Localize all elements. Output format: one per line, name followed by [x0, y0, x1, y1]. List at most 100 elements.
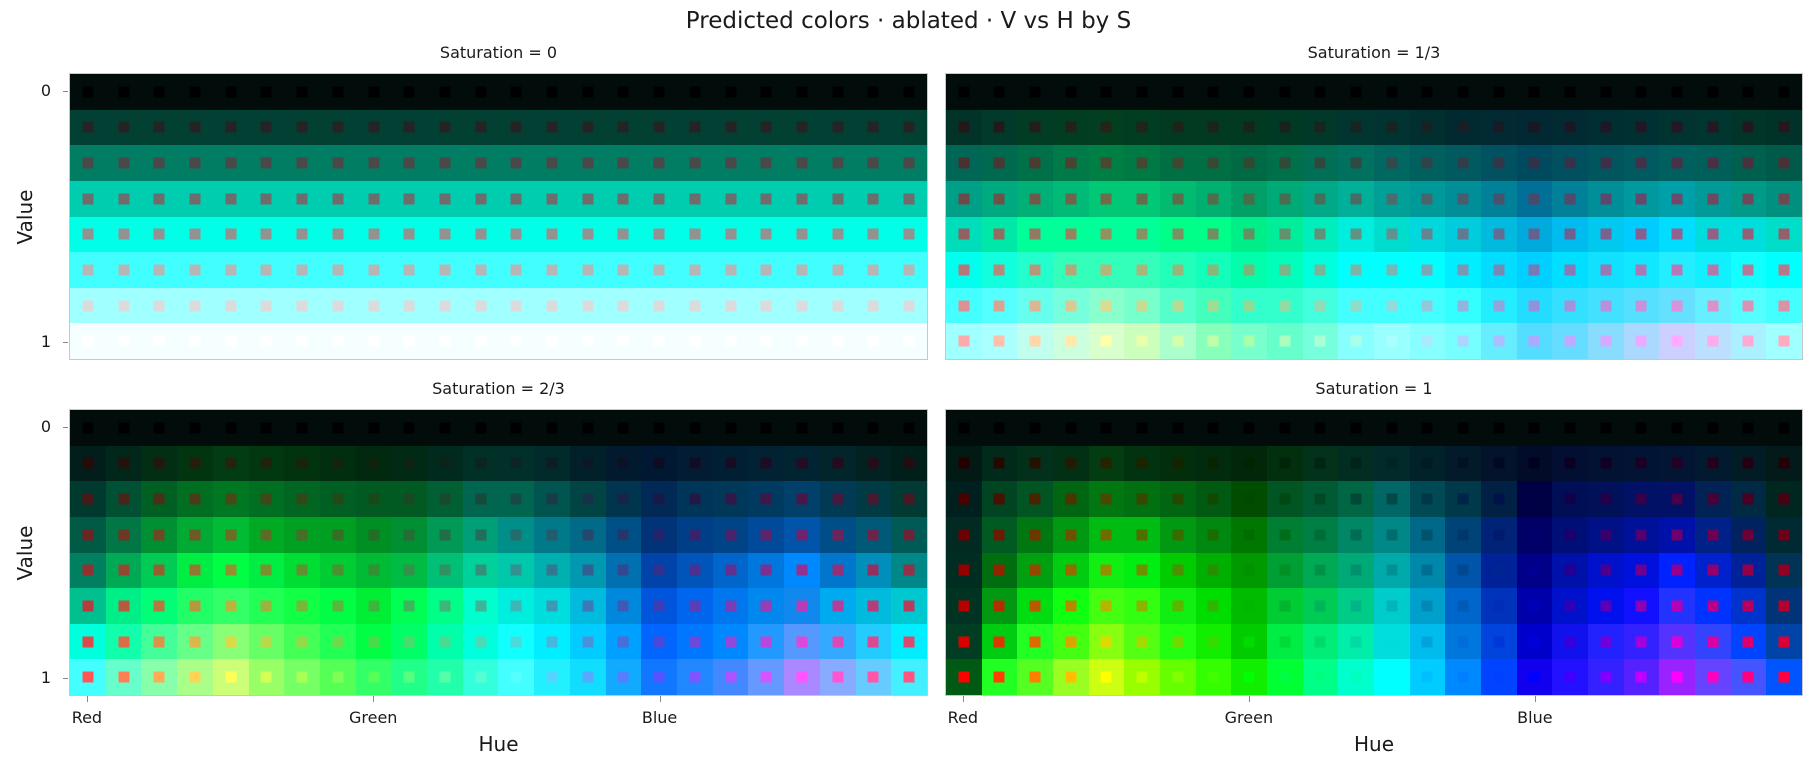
- heatmap-cell: [105, 180, 142, 217]
- heatmap-cell: [1195, 145, 1232, 181]
- true-color-swatch: [1172, 636, 1184, 648]
- heatmap-cell: [784, 552, 820, 589]
- heatmap-cell: [1516, 252, 1553, 288]
- heatmap-cell: [569, 588, 606, 624]
- true-color-swatch: [153, 493, 165, 505]
- heatmap-cell: [498, 481, 535, 517]
- true-color-swatch: [1528, 193, 1540, 205]
- true-color-swatch: [796, 529, 808, 541]
- true-color-swatch: [1314, 529, 1326, 541]
- true-color-swatch: [832, 529, 844, 541]
- heatmap-cell: [534, 623, 570, 660]
- heatmap-cell: [641, 287, 678, 324]
- heatmap-cell: [1088, 659, 1125, 695]
- true-color-swatch: [1350, 493, 1362, 505]
- heatmap-cell: [819, 588, 856, 624]
- heatmap-cell: [1302, 623, 1339, 660]
- heatmap-cell: [1088, 445, 1125, 482]
- heatmap-cell: [1017, 252, 1053, 288]
- heatmap-cell: [1160, 481, 1196, 517]
- true-color-swatch: [725, 157, 737, 169]
- heatmap-cell: [1053, 516, 1089, 553]
- true-color-swatch: [903, 300, 915, 312]
- true-color-swatch: [82, 228, 94, 240]
- heatmap-cell: [569, 516, 606, 553]
- heatmap-cell: [1766, 481, 1802, 517]
- true-color-swatch: [475, 86, 487, 98]
- heatmap-cell: [1730, 552, 1767, 589]
- heatmap-cell: [427, 145, 463, 181]
- true-color-swatch: [689, 564, 701, 576]
- true-color-swatch: [546, 300, 558, 312]
- true-color-swatch: [1564, 564, 1576, 576]
- true-color-swatch: [1707, 564, 1719, 576]
- heatmap-cell: [641, 481, 678, 517]
- true-color-swatch: [1493, 300, 1505, 312]
- true-color-swatch: [225, 671, 237, 683]
- true-color-swatch: [82, 671, 94, 683]
- heatmap-cell: [748, 252, 785, 288]
- heatmap-cell: [1017, 623, 1053, 660]
- true-color-swatch: [832, 157, 844, 169]
- heatmap-cell: [1659, 323, 1695, 359]
- true-color-swatch: [1100, 457, 1112, 469]
- true-color-swatch: [993, 228, 1005, 240]
- heatmap-cell: [641, 588, 678, 624]
- true-color-swatch: [1564, 457, 1576, 469]
- heatmap-cell: [784, 180, 820, 217]
- heatmap-cell: [855, 109, 892, 146]
- heatmap-cell: [498, 659, 535, 695]
- heatmap-cell: [819, 516, 856, 553]
- heatmap-cell: [1302, 516, 1339, 553]
- heatmap-cell: [677, 74, 713, 110]
- heatmap-cell: [569, 180, 606, 217]
- heatmap-cell: [1445, 623, 1481, 660]
- heatmap-cell: [1695, 180, 1731, 217]
- x-tick-label: Red: [947, 708, 979, 727]
- true-color-swatch: [332, 193, 344, 205]
- true-color-swatch: [1742, 636, 1754, 648]
- true-color-swatch: [1707, 121, 1719, 133]
- heatmap-cell: [534, 145, 570, 181]
- heatmap-cell: [355, 216, 392, 253]
- heatmap-cell: [141, 516, 178, 553]
- true-color-swatch: [368, 228, 379, 240]
- heatmap-cell: [1017, 145, 1053, 181]
- heatmap-cell: [70, 323, 106, 359]
- true-color-swatch: [1386, 671, 1398, 683]
- heatmap-cell: [641, 323, 678, 359]
- true-color-swatch: [475, 335, 487, 347]
- true-color-swatch: [1635, 86, 1647, 98]
- true-color-swatch: [582, 493, 594, 505]
- true-color-swatch: [725, 600, 737, 612]
- true-color-swatch: [1457, 422, 1469, 434]
- true-color-swatch: [903, 457, 915, 469]
- true-color-swatch: [993, 157, 1005, 169]
- heatmap-cell: [462, 216, 499, 253]
- heatmap-cell: [462, 287, 499, 324]
- true-color-swatch: [725, 264, 737, 276]
- heatmap-cell: [427, 481, 463, 517]
- heatmap-cell: [319, 410, 356, 446]
- true-color-swatch: [1707, 529, 1719, 541]
- true-color-swatch: [332, 86, 344, 98]
- heatmap-cell: [712, 410, 749, 446]
- true-color-swatch: [82, 121, 94, 133]
- heatmap-cell: [1195, 445, 1232, 482]
- heatmap-cell: [1160, 410, 1196, 446]
- heatmap-cell: [1766, 216, 1802, 253]
- heatmap-cell: [1017, 552, 1053, 589]
- true-color-swatch: [1314, 564, 1326, 576]
- true-color-swatch: [1493, 228, 1505, 240]
- true-color-swatch: [82, 335, 94, 347]
- heatmap-cell: [1124, 145, 1160, 181]
- true-color-swatch: [653, 422, 665, 434]
- heatmap-cell: [1374, 180, 1410, 217]
- true-color-swatch: [1386, 300, 1398, 312]
- true-color-swatch: [1742, 564, 1754, 576]
- heatmap-cell: [981, 588, 1018, 624]
- heatmap-cell: [1231, 552, 1267, 589]
- true-color-swatch: [1350, 86, 1362, 98]
- true-color-swatch: [296, 457, 308, 469]
- heatmap-cell: [427, 216, 463, 253]
